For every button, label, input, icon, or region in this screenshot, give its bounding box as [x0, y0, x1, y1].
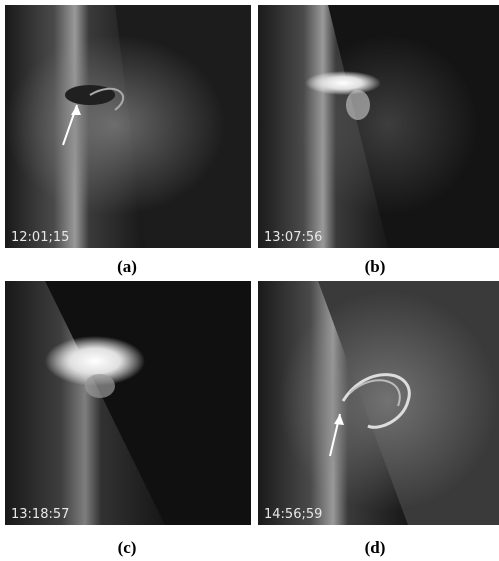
- panel-image: 13:18:57: [5, 281, 251, 525]
- caption: (a): [117, 257, 137, 276]
- timestamp: 12:01;15: [11, 230, 69, 245]
- timestamp: 13:18:57: [11, 507, 69, 522]
- caption: (d): [364, 538, 386, 557]
- panel-image: 12:01;15: [5, 5, 251, 248]
- caption: (b): [364, 257, 386, 276]
- panel-image: 13:07:56: [258, 5, 499, 248]
- timestamp: 13:07:56: [264, 230, 322, 245]
- panel-image: 14:56;59: [258, 281, 499, 525]
- timestamp: 14:56;59: [264, 507, 322, 522]
- caption: (c): [117, 538, 137, 557]
